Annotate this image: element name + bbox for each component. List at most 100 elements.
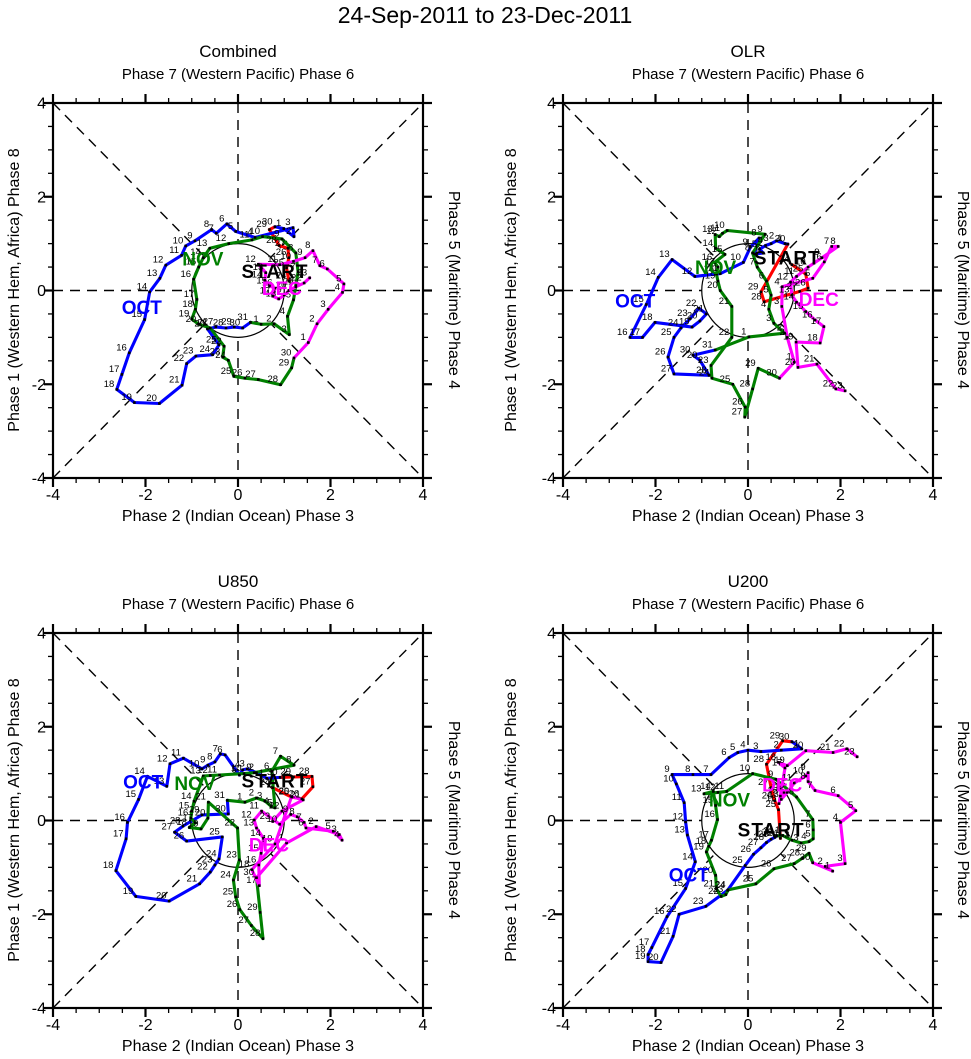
svg-text:19: 19: [121, 392, 132, 403]
svg-text:14: 14: [783, 292, 794, 303]
svg-text:18: 18: [642, 312, 653, 323]
svg-text:4: 4: [929, 487, 938, 504]
svg-text:3: 3: [763, 233, 768, 244]
svg-text:10: 10: [730, 252, 741, 263]
svg-text:16: 16: [617, 327, 628, 338]
svg-text:18: 18: [266, 288, 277, 299]
svg-text:29: 29: [748, 281, 759, 292]
svg-text:17: 17: [246, 875, 257, 886]
svg-text:4: 4: [419, 1017, 428, 1034]
svg-text:12: 12: [777, 272, 788, 283]
svg-text:21: 21: [197, 318, 208, 329]
svg-text:13: 13: [197, 238, 208, 249]
svg-text:19: 19: [783, 332, 794, 343]
svg-text:25: 25: [206, 334, 217, 345]
svg-text:6: 6: [319, 258, 324, 269]
svg-text:23: 23: [202, 855, 213, 866]
svg-text:22: 22: [269, 801, 280, 812]
svg-text:6: 6: [805, 819, 810, 830]
svg-text:12: 12: [682, 266, 693, 277]
svg-text:13: 13: [691, 783, 702, 794]
svg-text:7: 7: [807, 780, 812, 791]
svg-text:1: 1: [794, 738, 799, 749]
svg-text:2: 2: [266, 313, 271, 324]
svg-text:9: 9: [187, 230, 192, 241]
svg-text:14: 14: [252, 270, 263, 281]
svg-text:17: 17: [811, 316, 822, 327]
svg-text:20: 20: [707, 280, 718, 291]
svg-text:11: 11: [171, 748, 181, 759]
svg-text:18: 18: [182, 299, 193, 310]
svg-text:28: 28: [753, 754, 764, 765]
top-axis-label-olr: Phase 7 (Western Pacific) Phase 6: [631, 66, 865, 83]
svg-text:21: 21: [283, 276, 294, 287]
svg-text:5: 5: [848, 800, 853, 811]
svg-text:15: 15: [179, 801, 190, 812]
svg-text:25: 25: [221, 366, 232, 377]
svg-text:6: 6: [298, 818, 303, 829]
svg-text:25: 25: [765, 799, 776, 810]
svg-text:15: 15: [672, 878, 683, 889]
svg-text:5: 5: [267, 797, 272, 808]
svg-text:5: 5: [286, 289, 291, 300]
svg-text:8: 8: [800, 771, 805, 782]
svg-text:20: 20: [793, 740, 804, 751]
svg-text:18: 18: [696, 836, 707, 847]
svg-text:6: 6: [830, 785, 835, 796]
svg-text:1: 1: [259, 768, 264, 779]
svg-text:19: 19: [179, 309, 190, 320]
svg-text:3: 3: [753, 741, 758, 752]
svg-text:28: 28: [299, 766, 310, 777]
svg-text:20: 20: [785, 357, 796, 368]
svg-text:DEC: DEC: [762, 775, 802, 796]
svg-text:30: 30: [762, 827, 773, 838]
svg-text:-2: -2: [138, 1017, 152, 1034]
svg-text:24: 24: [260, 777, 271, 788]
svg-text:12: 12: [705, 782, 716, 793]
svg-text:18: 18: [807, 333, 818, 344]
svg-text:3: 3: [774, 296, 779, 307]
svg-text:20: 20: [279, 786, 290, 797]
svg-text:24: 24: [668, 318, 679, 329]
svg-text:14: 14: [703, 238, 714, 249]
svg-text:17: 17: [109, 364, 120, 375]
svg-text:2: 2: [249, 762, 254, 773]
svg-text:0: 0: [744, 487, 753, 504]
svg-text:26: 26: [762, 790, 773, 801]
svg-text:18: 18: [176, 817, 187, 828]
svg-text:25: 25: [273, 258, 284, 269]
svg-text:11: 11: [207, 765, 217, 776]
svg-text:15: 15: [256, 275, 267, 286]
svg-text:2: 2: [308, 816, 313, 827]
svg-text:27: 27: [300, 776, 311, 787]
svg-text:OCT: OCT: [123, 773, 164, 794]
svg-text:7: 7: [312, 255, 317, 266]
svg-text:-2: -2: [648, 1017, 662, 1034]
svg-text:24: 24: [199, 344, 210, 355]
svg-text:12: 12: [197, 765, 208, 776]
svg-text:23: 23: [713, 884, 724, 895]
svg-text:11: 11: [714, 781, 724, 792]
svg-text:4: 4: [929, 1017, 938, 1034]
svg-text:11: 11: [710, 223, 720, 234]
svg-text:5: 5: [232, 765, 237, 776]
svg-text:3: 3: [331, 824, 336, 835]
svg-text:18: 18: [239, 859, 250, 870]
svg-text:14: 14: [645, 267, 656, 278]
svg-text:14: 14: [771, 782, 782, 793]
svg-text:-4: -4: [556, 487, 570, 504]
svg-text:-2: -2: [542, 907, 556, 924]
svg-text:5: 5: [805, 268, 810, 279]
svg-text:8: 8: [286, 755, 291, 766]
svg-text:1: 1: [253, 314, 258, 325]
svg-text:4: 4: [833, 812, 838, 823]
svg-text:OCT: OCT: [122, 298, 163, 319]
svg-text:23: 23: [260, 811, 271, 822]
svg-text:2: 2: [326, 487, 335, 504]
svg-text:29: 29: [745, 358, 756, 369]
svg-text:16: 16: [704, 809, 715, 820]
svg-text:1: 1: [237, 792, 242, 803]
svg-text:28: 28: [170, 816, 181, 827]
svg-text:5: 5: [763, 285, 768, 296]
